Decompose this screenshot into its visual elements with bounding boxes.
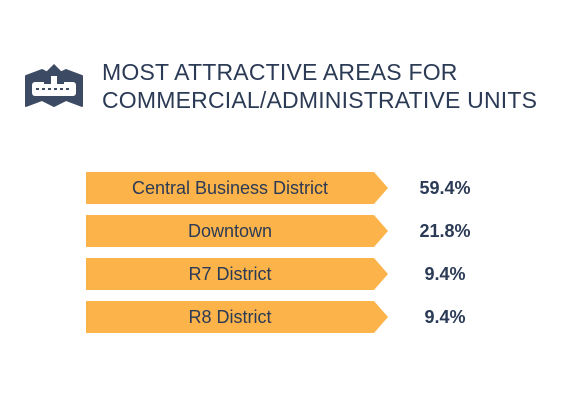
bar-row: Downtown 21.8% (86, 215, 471, 247)
bar-row: R7 District 9.4% (86, 258, 466, 290)
value-label: 9.4% (424, 264, 465, 284)
bar (86, 172, 388, 204)
category-label: R8 District (188, 307, 271, 327)
value-label: 9.4% (424, 307, 465, 327)
category-label: Downtown (188, 221, 272, 241)
title-line-2: COMMERCIAL/ADMINISTRATIVE UNITS (102, 87, 538, 113)
bar-row: R8 District 9.4% (86, 301, 466, 333)
chart-title: MOST ATTRACTIVE AREAS FOR COMMERCIAL/ADM… (102, 58, 537, 114)
chart-header: MOST ATTRACTIVE AREAS FOR COMMERCIAL/ADM… (22, 52, 552, 122)
bar (86, 301, 388, 333)
category-label: R7 District (188, 264, 271, 284)
value-label: 21.8% (419, 221, 470, 241)
bar (86, 258, 388, 290)
bar (86, 215, 388, 247)
bar-row: Central Business District 59.4% (86, 172, 471, 204)
value-label: 59.4% (419, 178, 470, 198)
house-map-icon (25, 64, 83, 107)
category-label: Central Business District (132, 178, 328, 198)
title-line-1: MOST ATTRACTIVE AREAS FOR (102, 59, 458, 85)
